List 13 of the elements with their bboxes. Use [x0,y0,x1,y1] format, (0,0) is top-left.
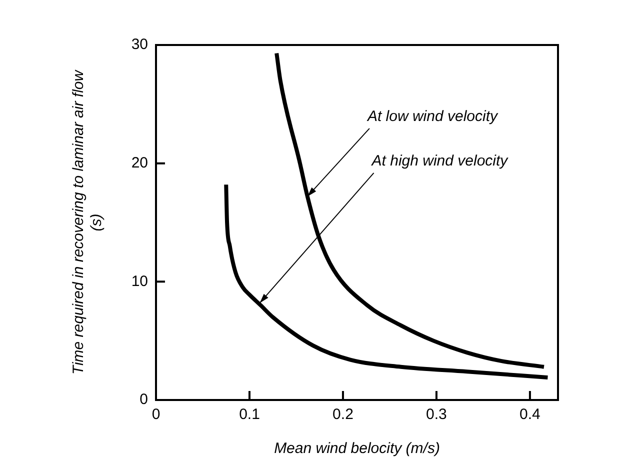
x-axis-title: Mean wind belocity (m/s) [274,440,440,458]
x-tick-label: 0.2 [332,406,354,424]
y-axis-title: Time required in recovering to laminar air flow (s) [70,69,106,375]
y-tick-label: 0 [140,391,148,408]
annotation: At high wind velocity [370,152,510,170]
y-tick-label: 10 [131,272,148,290]
x-tick-label: 0.1 [239,406,260,424]
x-tick-label: 0 [152,406,160,424]
x-tick-label: 0.3 [426,406,447,424]
y-tick-label: 20 [131,154,148,172]
y-tick-label: 30 [131,36,148,54]
x-tick-label: 0.4 [520,406,540,424]
annotation: At low wind velocity [366,108,499,126]
